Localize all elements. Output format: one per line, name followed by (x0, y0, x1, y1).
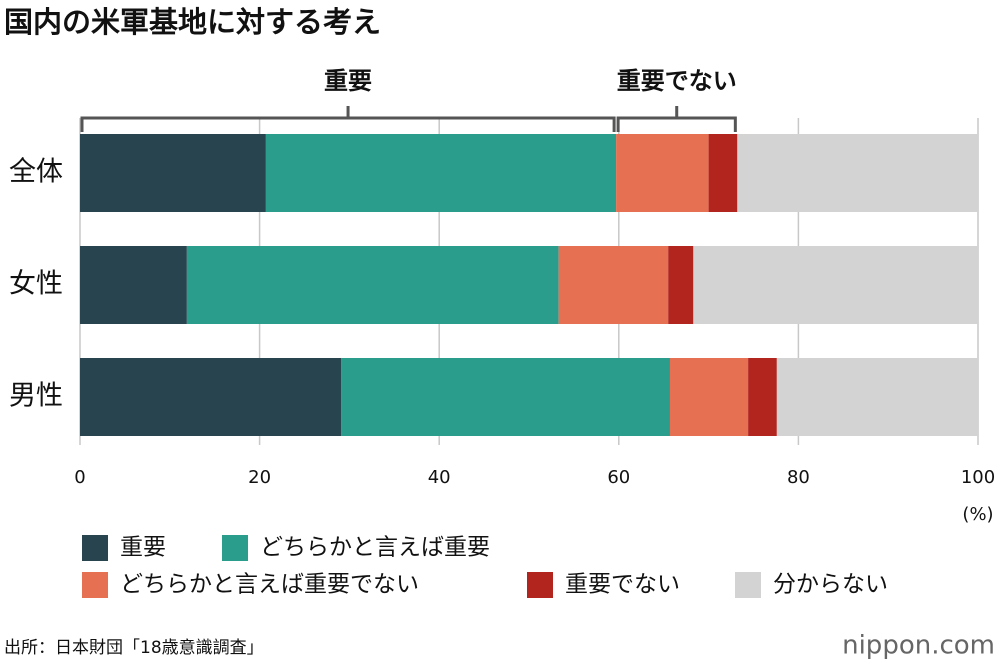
y-tick-label: 男性 (9, 381, 63, 412)
x-tick-label: 40 (428, 467, 451, 488)
bar-segment (668, 246, 694, 324)
legend-label: 重要 (120, 535, 166, 561)
bar-segment (669, 358, 749, 436)
bar-segment (748, 358, 777, 436)
bar-segment (265, 134, 617, 212)
bar-segment (737, 134, 978, 212)
legend-swatch (735, 572, 761, 598)
bar-segment (558, 246, 669, 324)
bar-segment (708, 134, 738, 212)
x-unit: (%) (962, 504, 993, 525)
bar-segment (80, 134, 266, 212)
bar-segment (186, 246, 559, 324)
legend-label: 分からない (773, 572, 888, 598)
bracket (80, 106, 616, 132)
legend-swatch (222, 535, 248, 561)
bar-segment (341, 358, 670, 436)
legend-swatch (82, 572, 108, 598)
x-tick-label: 80 (787, 467, 810, 488)
legend-label: どちらかと言えば重要でない (120, 572, 419, 598)
bracket (616, 106, 737, 132)
legend-swatch (527, 572, 553, 598)
bar-segment (693, 246, 978, 324)
bar-segment (776, 358, 978, 436)
x-tick-label: 100 (961, 467, 995, 488)
source: 出所：日本財団「18歳意識調査」 (4, 638, 264, 658)
x-tick-label: 60 (607, 467, 630, 488)
logo: nippon.com (842, 631, 995, 661)
x-tick-label: 20 (248, 467, 271, 488)
chart-title: 国内の米軍基地に対する考え (4, 5, 381, 39)
bar-segment (80, 246, 187, 324)
legend-label: どちらかと言えば重要 (260, 535, 490, 561)
legend-swatch (82, 535, 108, 561)
x-tick-label: 0 (74, 467, 85, 488)
bar-segment (616, 134, 709, 212)
legend-label: 重要でない (565, 572, 680, 598)
y-tick-label: 女性 (9, 269, 63, 300)
annotation: 重要でない (617, 67, 737, 95)
bar-segment (80, 358, 342, 436)
y-tick-label: 全体 (9, 157, 63, 188)
annotation: 重要 (324, 67, 372, 95)
